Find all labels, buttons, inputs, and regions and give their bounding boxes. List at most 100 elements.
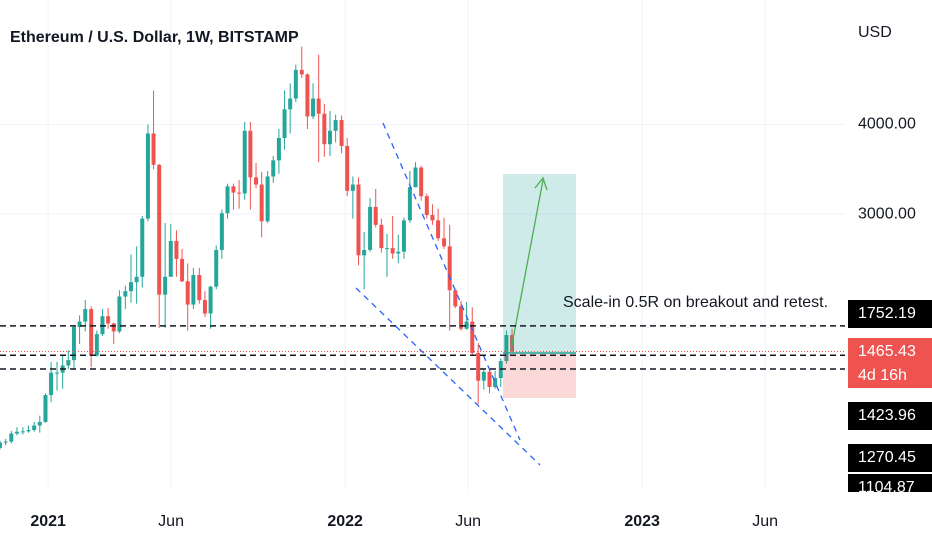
candle-body: [282, 109, 287, 138]
candle-body: [254, 177, 259, 185]
candle-body: [134, 276, 139, 283]
x-tick-label: Jun: [158, 513, 184, 530]
candle-body: [140, 218, 145, 277]
price-label: 1423.96: [858, 407, 916, 424]
candle-body: [66, 360, 71, 366]
x-tick-label: Jun: [752, 513, 778, 530]
candle-body: [185, 281, 190, 305]
candle-body: [453, 290, 458, 307]
last-price-label: 1465.43: [858, 343, 916, 360]
candle-body: [442, 238, 447, 247]
price-label: 1270.45: [858, 449, 916, 466]
currency: USD: [858, 24, 892, 41]
candle-body: [464, 321, 469, 329]
price-label-box: [848, 300, 932, 328]
candle-body: [288, 98, 293, 110]
x-tick-label: 2023: [624, 513, 660, 530]
price-label-box: [848, 444, 932, 472]
target-zone: [503, 174, 576, 353]
candle-body: [0, 442, 2, 448]
candle-body: [345, 146, 350, 191]
price-label-box: [848, 402, 932, 430]
candle-body: [214, 249, 219, 287]
y-tick-label: 4000.00: [858, 116, 916, 133]
candle-body: [219, 213, 224, 250]
y-tick-label: 3000.00: [858, 205, 916, 222]
candle-body: [89, 309, 94, 356]
countdown-label: 4d 16h: [858, 367, 907, 384]
candle-body: [14, 431, 19, 434]
candle-body: [55, 372, 60, 374]
candle-body: [356, 184, 361, 256]
candle-body: [299, 69, 304, 75]
candle-body: [180, 258, 185, 282]
candle-body: [436, 220, 441, 239]
candle-body: [447, 246, 452, 291]
candle-body: [208, 286, 213, 314]
candle-body: [225, 186, 230, 214]
candle-body: [248, 130, 253, 178]
candle-body: [487, 371, 492, 387]
candle-body: [259, 184, 264, 222]
candle-body: [128, 282, 133, 292]
candle-body: [476, 352, 481, 381]
candle-body: [197, 275, 202, 301]
candle-body: [390, 248, 395, 254]
candle-body: [123, 291, 128, 297]
candle-body: [305, 74, 310, 117]
candle-body: [327, 130, 332, 145]
candle-body: [242, 130, 247, 194]
candle-body: [407, 187, 412, 221]
candle-body: [385, 248, 390, 250]
arrow-shaft: [510, 179, 544, 351]
candle-body: [231, 186, 236, 193]
candle-body: [71, 326, 76, 361]
candle-body: [32, 425, 37, 430]
arrow: [510, 176, 548, 351]
candle-body: [311, 98, 316, 117]
candle-body: [481, 371, 486, 381]
candle-body: [94, 334, 99, 356]
candle-body: [362, 249, 367, 256]
candle-body: [350, 184, 355, 191]
candle-body: [168, 240, 173, 277]
candle-body: [37, 421, 42, 426]
candle-body: [396, 251, 401, 254]
time-axis-mask: [845, 492, 932, 550]
candle-body: [157, 164, 162, 295]
candle-body: [401, 220, 406, 252]
candle-body: [106, 316, 111, 324]
candle-body: [151, 133, 156, 165]
candle-body: [26, 429, 31, 432]
price-label: 1104.87: [858, 479, 915, 496]
candle-body: [276, 137, 281, 161]
candle-body: [333, 120, 338, 131]
time-axis-bg: [0, 492, 932, 550]
x-tick-label: 2022: [327, 513, 363, 530]
candle-body: [111, 323, 116, 332]
annotation: Scale-in 0.5R on breakout and retest.: [563, 294, 828, 311]
axes: 1752.19 1423.96 1270.45 1104.87 1465.43 4d 16…: [0, 116, 932, 550]
x-tick-label: Jun: [455, 513, 481, 530]
stop-zone: [503, 353, 576, 398]
candle-body: [237, 192, 242, 194]
candle-body: [379, 224, 384, 249]
candle-body: [430, 214, 435, 221]
arrow-head: [534, 176, 548, 191]
candle-body: [504, 335, 509, 362]
candle-body: [202, 300, 207, 314]
last-price-box: [848, 338, 932, 388]
candle-body: [9, 433, 14, 442]
candle-body: [419, 167, 424, 197]
candle-body: [49, 372, 54, 396]
candle-body: [265, 176, 270, 222]
candle-body: [117, 296, 122, 332]
x-tick-label: 2021: [30, 513, 66, 530]
candle-body: [20, 431, 25, 433]
candle-body: [316, 98, 321, 114]
candle-body: [3, 441, 8, 443]
candle-body: [43, 395, 48, 422]
chart-title: Ethereum / U.S. Dollar, 1W, BITSTAMP: [10, 29, 299, 46]
